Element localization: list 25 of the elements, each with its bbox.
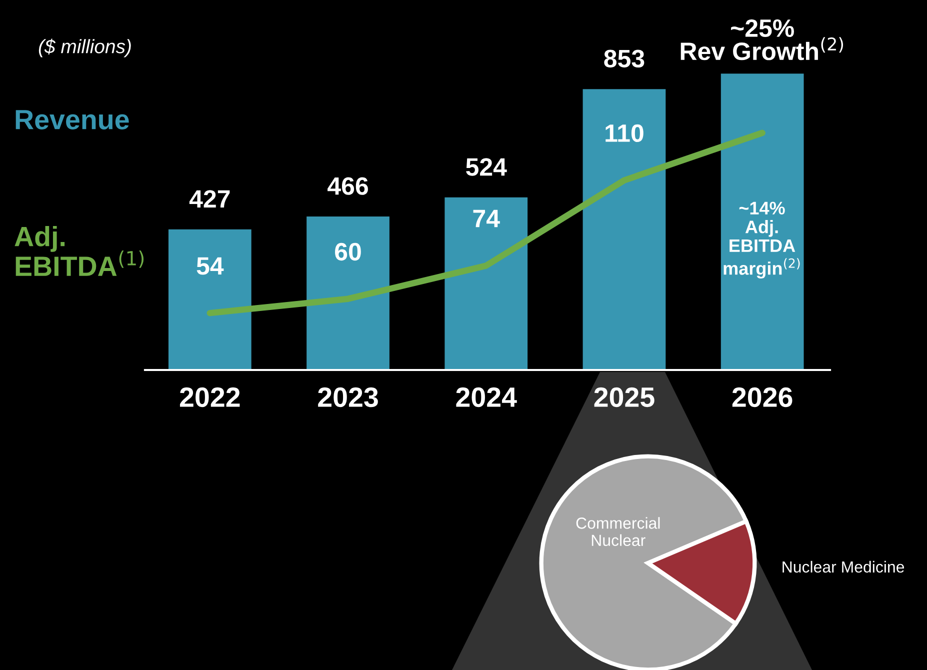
text: ($ millions) xyxy=(38,38,131,58)
annotation: ~14% Adj. EBITDA margin$^{(2)}$ xyxy=(724,202,800,278)
bar xyxy=(582,89,666,370)
data-label: 524 xyxy=(466,158,507,176)
x-tick-label: 2023 xyxy=(318,387,378,408)
annotation: ~25% Rev Growth$^{(2)}$ xyxy=(680,19,844,60)
data-label: 74 xyxy=(473,210,500,228)
x-tick-label: 2024 xyxy=(456,387,517,408)
slice-label: Nuclear Medicine xyxy=(782,560,904,573)
data-label: 853 xyxy=(604,50,644,68)
x-tick-label: 2026 xyxy=(732,387,792,408)
data-label: 110 xyxy=(606,124,644,142)
data-label: 427 xyxy=(189,190,230,208)
x-tick-label: 2025 xyxy=(594,387,654,408)
bar xyxy=(306,216,390,370)
slice-label: Commercial Nuclear xyxy=(576,517,660,546)
bar xyxy=(444,197,528,370)
data-label: 54 xyxy=(196,257,224,275)
bar xyxy=(168,229,252,370)
x-tick-label: 2022 xyxy=(180,387,240,408)
data-label: 466 xyxy=(328,177,368,195)
text: Revenue xyxy=(16,110,129,130)
text: Adj. EBITDA$^{(1)}$ xyxy=(14,226,144,276)
data-label: 60 xyxy=(335,242,361,261)
bar xyxy=(720,74,804,370)
